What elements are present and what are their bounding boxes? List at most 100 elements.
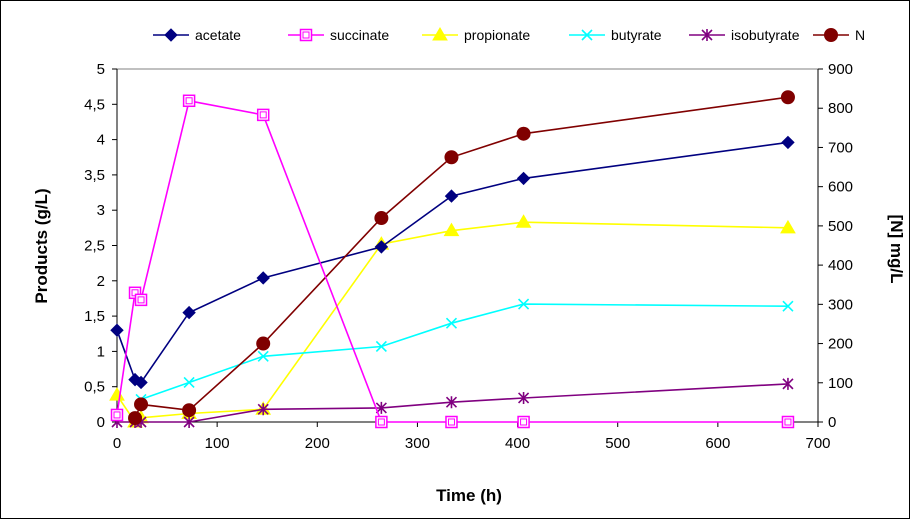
data-point-succinate [781, 415, 795, 429]
data-point-propionate [443, 222, 460, 237]
data-point-succinate-inner [377, 418, 385, 426]
legend-label: acetate [195, 27, 241, 43]
legend-item-n: N [813, 27, 865, 43]
series-butyrate [135, 298, 794, 405]
data-point-acetate [134, 375, 148, 390]
legend-item-propionate: propionate [422, 27, 530, 43]
data-point-succinate [134, 293, 148, 307]
data-point-acetate [110, 323, 124, 337]
y2-tick-label: 100 [828, 375, 853, 392]
legend-label: N [855, 27, 865, 43]
data-point-succinate [517, 415, 530, 429]
legend-label: isobutyrate [731, 27, 800, 43]
data-point-succinate-inner [520, 418, 528, 426]
data-point-isobutyrate [445, 396, 458, 409]
data-point-acetate [781, 135, 795, 150]
data-point-n [516, 126, 531, 141]
data-point-acetate [182, 305, 196, 320]
plot-frame [116, 68, 819, 423]
data-point-succinate-inner [185, 97, 193, 105]
series-acetate [110, 135, 795, 390]
x-tick-label: 400 [505, 435, 530, 452]
data-point-succinate-inner [137, 296, 145, 304]
legend-marker-inner [302, 31, 310, 39]
legend-item-isobutyrate: isobutyrate [689, 27, 800, 43]
plot-area [116, 68, 819, 423]
data-point-n [134, 397, 149, 412]
data-point-succinate-inner [259, 111, 267, 119]
series-line-n [134, 96, 789, 419]
data-point-succinate-inner [113, 411, 121, 419]
y2-tick-label: 200 [828, 336, 853, 353]
data-point-succinate-outer [445, 415, 458, 429]
data-point-succinate-outer [182, 94, 196, 108]
data-point-acetate [374, 240, 389, 254]
y2-tick-label: 500 [828, 218, 853, 235]
y2-tick-label: 800 [828, 100, 853, 117]
legend-label: propionate [464, 27, 530, 43]
data-point-succinate-outer [256, 108, 270, 122]
data-point-n [182, 403, 197, 418]
y2-tick-label: 400 [828, 257, 853, 274]
series-succinate [110, 94, 795, 429]
data-point-succinate-outer [781, 415, 795, 429]
data-point-succinate-outer [110, 408, 124, 422]
data-point-butyrate [445, 317, 458, 329]
legend-item-acetate: acetate [153, 27, 241, 43]
legend-label: butyrate [611, 27, 662, 43]
axes: 0 100 200 300 400 500 600 700 0 0,5 1 1,5 2 2,5 3 3,5 4 4… [84, 61, 853, 452]
data-point-propionate [515, 214, 532, 228]
x-tick-label: 300 [405, 435, 430, 452]
data-point-succinate-outer [375, 415, 388, 429]
y2-tick-label: 900 [828, 61, 853, 78]
data-point-succinate [182, 94, 196, 108]
x-tick-label: 700 [805, 435, 830, 452]
data-point-n [374, 211, 389, 226]
y2-tick-label: 600 [828, 179, 853, 196]
y-tick-label: 1,5 [84, 308, 105, 325]
data-point-butyrate [518, 298, 530, 310]
data-point-succinate-outer [517, 415, 530, 429]
data-point-succinate [445, 415, 458, 429]
y-tick-label: 1 [97, 343, 105, 360]
series-layer [109, 90, 796, 429]
data-point-acetate [444, 189, 459, 203]
legend: acetate succinate propionate butyrate isobut… [153, 27, 865, 43]
y2-tick-label: 700 [828, 139, 853, 156]
series-n [128, 90, 795, 426]
y-axis-title: Products (g/L) [32, 188, 51, 303]
data-point-isobutyrate [782, 377, 794, 390]
data-point-n [128, 411, 143, 426]
y-tick-label: 3 [97, 202, 105, 219]
y-tick-label: 0 [97, 414, 105, 431]
x-tick-label: 500 [605, 435, 630, 452]
y-tick-label: 2,5 [84, 238, 105, 255]
data-point-propionate [780, 219, 796, 234]
legend-marker [701, 29, 713, 41]
y-tick-label: 4,5 [84, 96, 105, 113]
y2-axis-title: [N] mg/L [887, 215, 906, 284]
data-point-succinate-outer [134, 293, 148, 307]
y-tick-label: 4 [97, 132, 105, 149]
data-point-succinate [256, 108, 270, 122]
data-point-succinate [110, 408, 124, 422]
legend-marker [164, 28, 178, 42]
data-point-butyrate [782, 300, 794, 312]
x-axis-title: Time (h) [436, 486, 502, 505]
y-tick-label: 2 [97, 273, 105, 290]
data-point-acetate [516, 171, 531, 186]
data-point-isobutyrate [257, 403, 269, 416]
y-tick-label: 0,5 [84, 379, 105, 396]
data-point-n [444, 150, 459, 165]
legend-marker [824, 28, 838, 42]
y-tick-label: 3,5 [84, 167, 105, 184]
legend-item-butyrate: butyrate [569, 27, 662, 43]
legend-marker [432, 27, 448, 41]
data-point-acetate [256, 271, 270, 285]
data-point-butyrate [183, 376, 195, 389]
x-tick-label: 100 [205, 435, 230, 452]
legend-marker [299, 28, 313, 42]
data-point-isobutyrate [518, 391, 530, 404]
